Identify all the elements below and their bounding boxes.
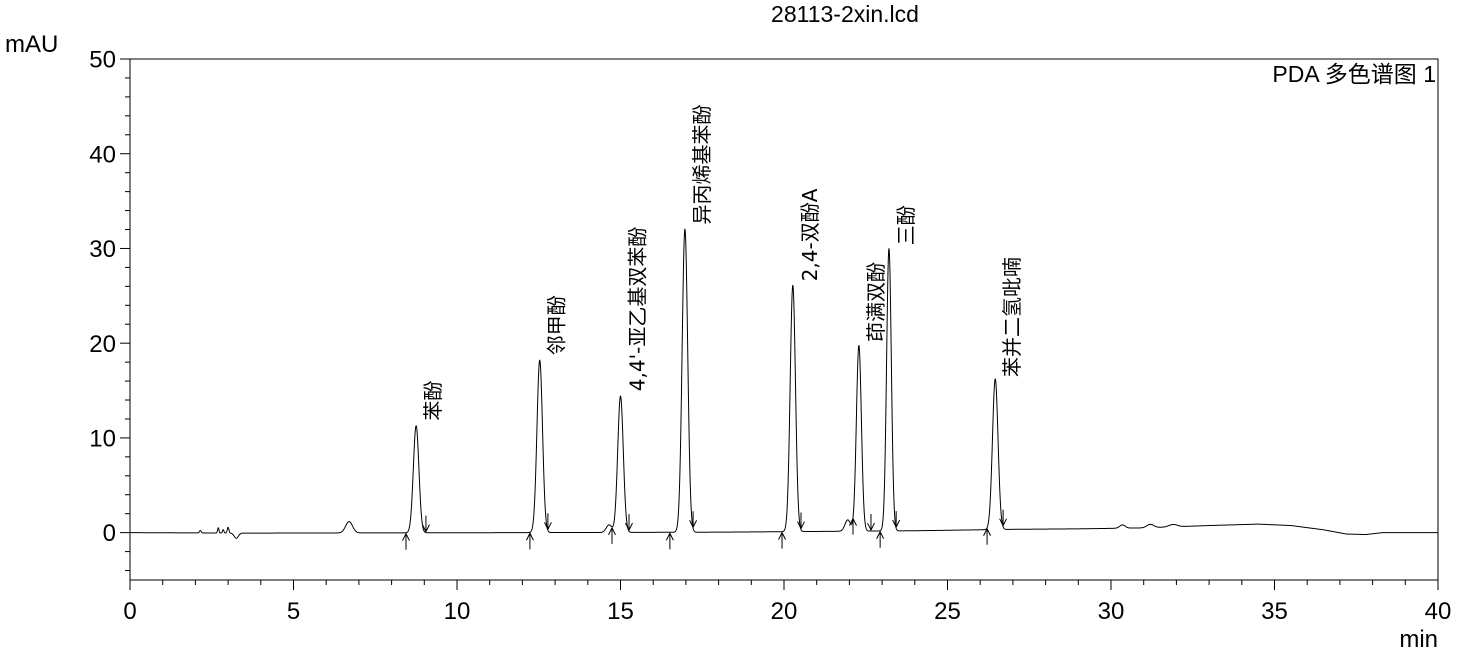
peak-start-marker [876, 530, 885, 548]
peak-label: 三酚 [894, 205, 918, 245]
y-tick-label: 20 [89, 331, 116, 358]
chart-title: 28113-2xin.lcd [771, 1, 919, 27]
peak-end-marker [543, 513, 552, 531]
x-tick-label: 5 [287, 598, 300, 625]
y-tick-label: 10 [89, 426, 116, 453]
x-tick-label: 0 [123, 598, 136, 625]
y-tick-label: 30 [89, 236, 116, 263]
x-tick-label: 35 [1261, 598, 1288, 625]
x-tick-label: 10 [444, 598, 471, 625]
x-tick-label: 20 [771, 598, 798, 625]
x-tick-label: 25 [934, 598, 961, 625]
plot-area: 0 10 20 30 40 50 0 5 10 15 20 25 30 35 40 苯酚 邻甲酚 4,4'-亚乙基… [89, 47, 1451, 625]
peak-label: 异丙烯基苯酚 [690, 105, 714, 225]
peak-start-marker [983, 527, 992, 545]
x-axis-label: min [1399, 626, 1438, 653]
peak-end-marker [625, 514, 633, 532]
plot-frame [129, 58, 1439, 581]
peak-label: 苯酚 [421, 381, 445, 421]
peak-end-marker [892, 511, 901, 529]
peak-start-marker [665, 532, 674, 550]
peak-label: 4,4'-亚乙基双苯酚 [626, 227, 650, 392]
chromatogram-trace [129, 228, 1439, 539]
peak-start-marker [608, 526, 616, 544]
channel-label: PDA 多色谱图 1 [1272, 61, 1436, 87]
peak-label: 苯并二氢吡喃 [1000, 257, 1024, 377]
peak-label: 邻甲酚 [545, 295, 569, 355]
peak-end-marker [867, 514, 875, 532]
peak-start-marker [849, 517, 857, 535]
peak-end-marker [999, 509, 1008, 527]
peak-end-marker [797, 512, 805, 530]
x-tick-label: 30 [1098, 598, 1125, 625]
x-tick-label: 40 [1425, 598, 1452, 625]
peak-start-marker [778, 531, 786, 549]
y-tick-label: 0 [103, 520, 116, 547]
peak-start-marker [402, 532, 410, 550]
x-tick-label: 15 [607, 598, 634, 625]
peak-label: 2,4-双酚A [798, 188, 822, 281]
y-tick-label: 40 [89, 141, 116, 168]
peak-start-marker [525, 532, 534, 550]
peak-end-marker [421, 515, 430, 533]
peak-label: 茚满双酚 [864, 262, 888, 342]
y-tick-label: 50 [89, 47, 116, 74]
peak-end-marker [689, 511, 698, 529]
y-axis-label: mAU [5, 31, 58, 58]
